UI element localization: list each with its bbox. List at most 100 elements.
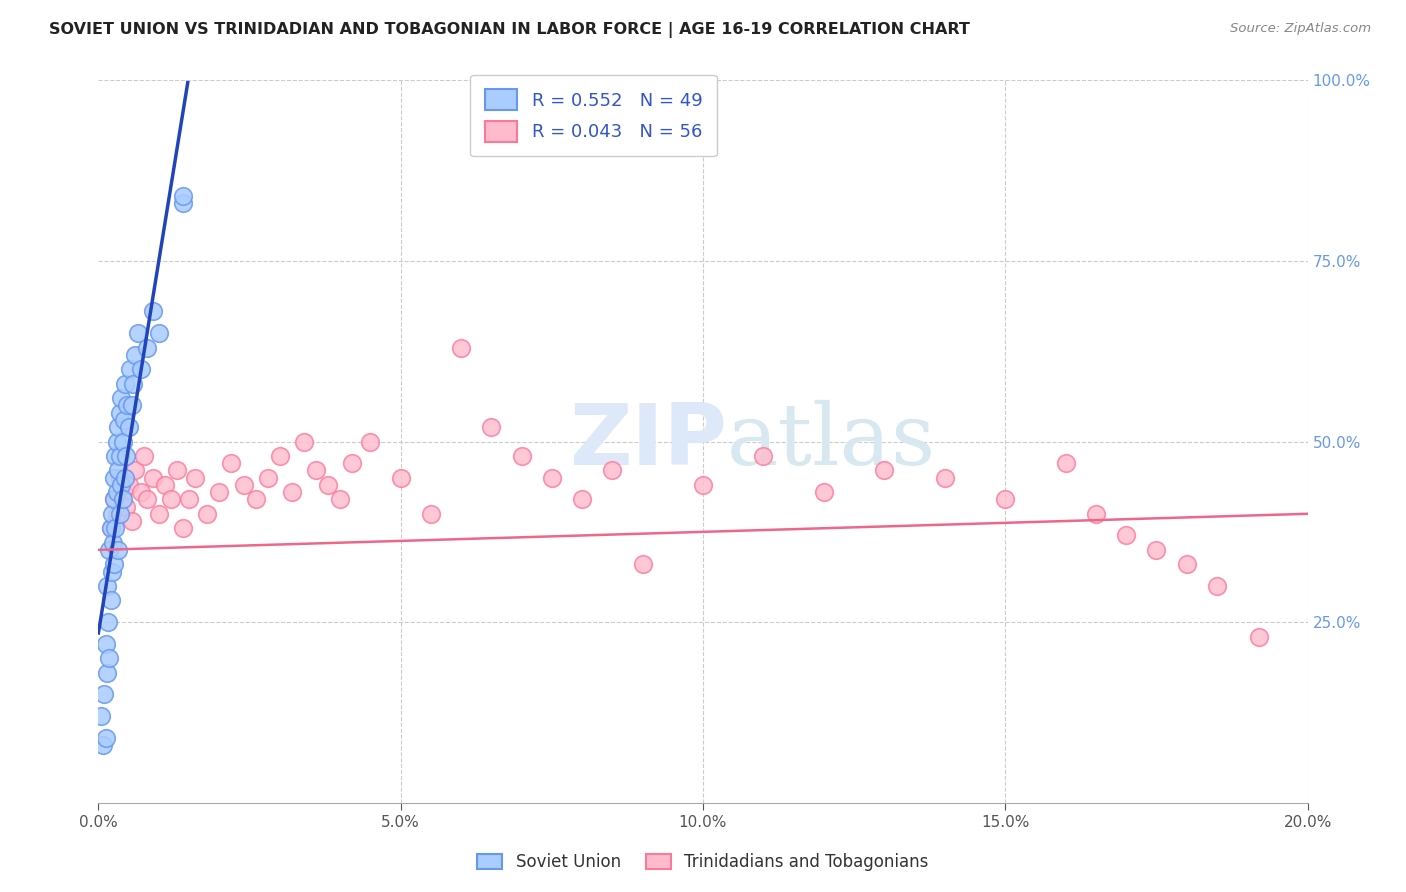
- Point: [111, 485, 134, 500]
- Point: [631, 558, 654, 572]
- Point: [172, 196, 194, 211]
- Point: [111, 492, 134, 507]
- Point: [571, 492, 593, 507]
- Point: [752, 449, 775, 463]
- Point: [107, 420, 129, 434]
- Point: [93, 687, 115, 701]
- Point: [122, 376, 145, 391]
- Point: [994, 492, 1017, 507]
- Text: Source: ZipAtlas.com: Source: ZipAtlas.com: [1230, 22, 1371, 36]
- Point: [1054, 456, 1077, 470]
- Point: [305, 463, 328, 477]
- Point: [692, 478, 714, 492]
- Point: [269, 449, 291, 463]
- Point: [100, 521, 122, 535]
- Point: [481, 420, 503, 434]
- Point: [124, 463, 146, 477]
- Point: [245, 492, 267, 507]
- Point: [121, 514, 143, 528]
- Point: [1115, 528, 1137, 542]
- Point: [1249, 630, 1271, 644]
- Point: [105, 507, 128, 521]
- Point: [142, 304, 165, 318]
- Point: [103, 492, 125, 507]
- Point: [510, 449, 533, 463]
- Point: [292, 434, 315, 449]
- Point: [160, 492, 183, 507]
- Point: [1146, 542, 1168, 557]
- Point: [1175, 558, 1198, 572]
- Point: [129, 485, 152, 500]
- Point: [115, 449, 138, 463]
- Point: [232, 478, 254, 492]
- Point: [135, 341, 157, 355]
- Point: [108, 449, 131, 463]
- Point: [148, 326, 170, 341]
- Point: [111, 434, 134, 449]
- Point: [142, 471, 165, 485]
- Point: [166, 463, 188, 477]
- Point: [316, 478, 339, 492]
- Point: [105, 434, 128, 449]
- Point: [420, 507, 443, 521]
- Point: [114, 500, 136, 514]
- Point: [97, 615, 120, 630]
- Point: [153, 478, 176, 492]
- Point: [450, 341, 472, 355]
- Point: [329, 492, 352, 507]
- Point: [1085, 507, 1108, 521]
- Point: [118, 478, 141, 492]
- Point: [100, 593, 122, 607]
- Point: [389, 471, 412, 485]
- Point: [91, 738, 114, 752]
- Point: [540, 471, 562, 485]
- Point: [118, 420, 141, 434]
- Point: [221, 456, 243, 470]
- Point: [342, 456, 364, 470]
- Point: [208, 485, 231, 500]
- Point: [110, 391, 132, 405]
- Point: [127, 326, 149, 341]
- Point: [195, 507, 218, 521]
- Point: [94, 637, 117, 651]
- Point: [96, 665, 118, 680]
- Point: [98, 542, 121, 557]
- Point: [129, 362, 152, 376]
- Point: [107, 463, 129, 477]
- Point: [103, 492, 125, 507]
- Point: [112, 413, 135, 427]
- Point: [256, 471, 278, 485]
- Legend: Soviet Union, Trinidadians and Tobagonians: Soviet Union, Trinidadians and Tobagonia…: [470, 845, 936, 880]
- Point: [135, 492, 157, 507]
- Legend: R = 0.552   N = 49, R = 0.043   N = 56: R = 0.552 N = 49, R = 0.043 N = 56: [470, 75, 717, 156]
- Point: [179, 492, 201, 507]
- Point: [108, 471, 131, 485]
- Point: [184, 471, 207, 485]
- Text: atlas: atlas: [727, 400, 936, 483]
- Point: [121, 398, 143, 412]
- Point: [117, 398, 139, 412]
- Point: [105, 485, 128, 500]
- Point: [90, 709, 112, 723]
- Point: [96, 579, 118, 593]
- Point: [172, 521, 194, 535]
- Point: [124, 348, 146, 362]
- Point: [602, 463, 624, 477]
- Point: [873, 463, 896, 477]
- Point: [108, 507, 131, 521]
- Point: [813, 485, 835, 500]
- Text: SOVIET UNION VS TRINIDADIAN AND TOBAGONIAN IN LABOR FORCE | AGE 16-19 CORRELATIO: SOVIET UNION VS TRINIDADIAN AND TOBAGONI…: [49, 22, 970, 38]
- Point: [103, 471, 125, 485]
- Point: [148, 507, 170, 521]
- Point: [100, 507, 122, 521]
- Point: [100, 565, 122, 579]
- Point: [172, 189, 194, 203]
- Point: [98, 651, 121, 665]
- Point: [114, 471, 136, 485]
- Point: [934, 471, 956, 485]
- Point: [104, 521, 127, 535]
- Text: ZIP: ZIP: [569, 400, 727, 483]
- Point: [1206, 579, 1229, 593]
- Point: [114, 376, 136, 391]
- Point: [103, 558, 125, 572]
